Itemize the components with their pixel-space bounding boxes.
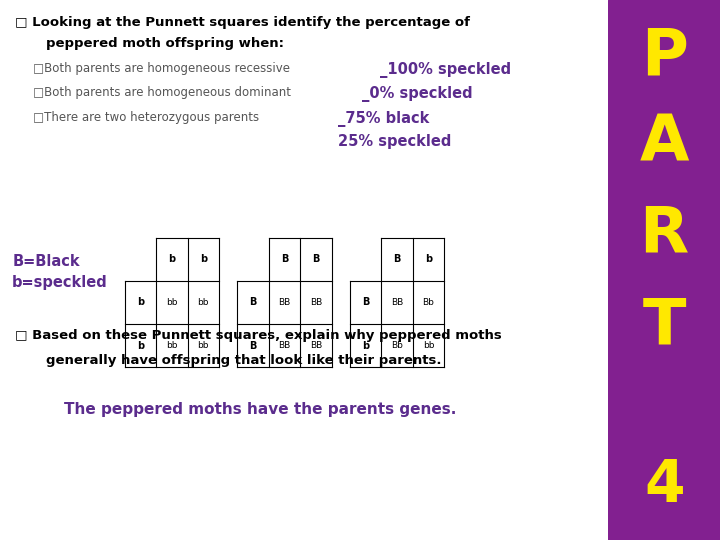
- Text: b: b: [362, 341, 369, 350]
- Text: □Both parents are homogeneous dominant: □Both parents are homogeneous dominant: [33, 86, 292, 99]
- Text: bb: bb: [197, 298, 209, 307]
- Text: □There are two heterozygous parents: □There are two heterozygous parents: [33, 111, 260, 124]
- Text: _100% speckled: _100% speckled: [380, 62, 511, 78]
- Text: b: b: [425, 254, 432, 264]
- Text: bb: bb: [166, 298, 178, 307]
- Text: Bb: Bb: [423, 298, 434, 307]
- Text: P: P: [641, 26, 688, 87]
- Text: _0% speckled: _0% speckled: [362, 86, 472, 103]
- Text: 25% speckled: 25% speckled: [338, 134, 451, 149]
- Text: □ Based on these Punnett squares, explain why peppered moths: □ Based on these Punnett squares, explai…: [15, 329, 502, 342]
- Text: B: B: [249, 298, 257, 307]
- Text: bb: bb: [166, 341, 178, 350]
- Text: B: B: [362, 298, 369, 307]
- Text: B: B: [249, 341, 257, 350]
- Text: A: A: [639, 112, 689, 174]
- Text: BB: BB: [391, 298, 403, 307]
- Text: _75% black: _75% black: [338, 111, 429, 127]
- Text: b: b: [199, 254, 207, 264]
- Text: □ Looking at the Punnett squares identify the percentage of: □ Looking at the Punnett squares identif…: [15, 16, 470, 29]
- Text: R: R: [639, 204, 689, 266]
- Text: BB: BB: [310, 298, 322, 307]
- Text: b: b: [137, 298, 144, 307]
- Text: generally have offspring that look like their parents.: generally have offspring that look like …: [45, 354, 441, 367]
- Text: Bb: Bb: [391, 341, 403, 350]
- Text: BB: BB: [310, 341, 322, 350]
- Text: T: T: [642, 296, 686, 357]
- Text: peppered moth offspring when:: peppered moth offspring when:: [45, 37, 284, 50]
- Text: B=Black: B=Black: [12, 254, 80, 269]
- Text: bb: bb: [197, 341, 209, 350]
- Text: b: b: [168, 254, 176, 264]
- Text: b=speckled: b=speckled: [12, 275, 108, 291]
- Text: □Both parents are homogeneous recessive: □Both parents are homogeneous recessive: [33, 62, 290, 75]
- Text: The peppered moths have the parents genes.: The peppered moths have the parents gene…: [64, 402, 456, 417]
- Text: b: b: [137, 341, 144, 350]
- Text: B: B: [281, 254, 288, 264]
- Text: BB: BB: [279, 298, 291, 307]
- Text: B: B: [393, 254, 400, 264]
- Text: B: B: [312, 254, 320, 264]
- Text: BB: BB: [279, 341, 291, 350]
- Text: 4: 4: [644, 457, 685, 515]
- Text: bb: bb: [423, 341, 434, 350]
